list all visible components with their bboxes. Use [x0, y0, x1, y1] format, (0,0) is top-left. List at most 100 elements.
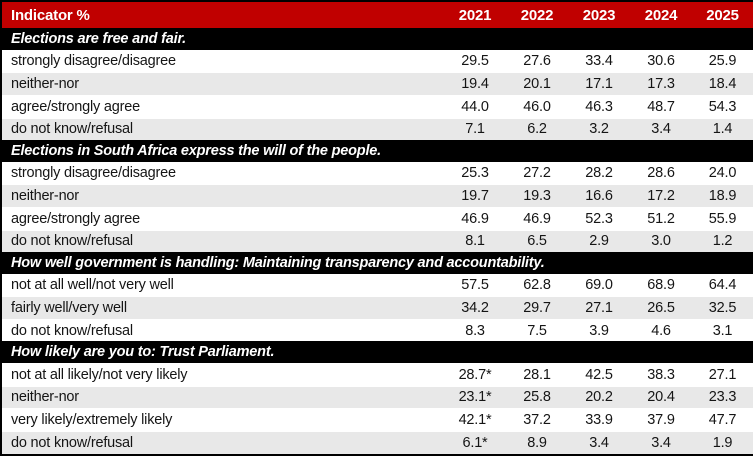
value-cell: 33.9 — [568, 408, 630, 432]
value-cell: 8.3 — [444, 318, 506, 342]
value-cell: 29.5 — [444, 49, 506, 73]
row-label: neither-nor — [1, 385, 444, 409]
table-row: not at all likely/not very likely 28.7* 28… — [1, 362, 753, 387]
value-cell: 8.9 — [506, 431, 568, 455]
value-cell: 37.9 — [630, 408, 692, 432]
row-label: do not know/refusal — [1, 431, 444, 455]
row-label: do not know/refusal — [1, 229, 444, 253]
row-label: very likely/extremely likely — [1, 408, 444, 432]
value-cell: 30.6 — [630, 49, 692, 73]
year-header-cell: 2024 — [630, 1, 692, 28]
value-cell: 18.4 — [692, 72, 753, 96]
row-label: not at all likely/not very likely — [1, 362, 444, 387]
value-cell: 3.4 — [568, 431, 630, 455]
value-cell: 20.1 — [506, 72, 568, 96]
table-row: neither-nor 19.4 20.1 17.1 17.3 18.4 — [1, 72, 753, 96]
value-cell: 42.5 — [568, 362, 630, 387]
value-cell: 54.3 — [692, 94, 753, 119]
value-cell: 55.9 — [692, 206, 753, 231]
section-header-row: Elections are free and fair. — [1, 28, 753, 51]
value-cell: 1.2 — [692, 229, 753, 253]
value-cell: 25.9 — [692, 49, 753, 73]
section-title: Elections are free and fair. — [1, 28, 753, 51]
row-label: do not know/refusal — [1, 318, 444, 342]
value-cell: 68.9 — [630, 273, 692, 297]
value-cell: 26.5 — [630, 296, 692, 320]
value-cell: 3.0 — [630, 229, 692, 253]
year-header-cell: 2021 — [444, 1, 506, 28]
value-cell: 1.4 — [692, 117, 753, 141]
row-label: fairly well/very well — [1, 296, 444, 320]
value-cell: 6.5 — [506, 229, 568, 253]
value-cell: 69.0 — [568, 273, 630, 297]
value-cell: 3.1 — [692, 318, 753, 342]
value-cell: 4.6 — [630, 318, 692, 342]
value-cell: 46.9 — [506, 206, 568, 231]
value-cell: 20.2 — [568, 385, 630, 409]
value-cell: 62.8 — [506, 273, 568, 297]
value-cell: 28.1 — [506, 362, 568, 387]
value-cell: 32.5 — [692, 296, 753, 320]
value-cell: 7.1 — [444, 117, 506, 141]
table-header-row: Indicator % 2021 2022 2023 2024 2025 — [1, 1, 753, 28]
section-header-row: How well government is handling: Maintai… — [1, 252, 753, 275]
value-cell: 20.4 — [630, 385, 692, 409]
table-row: not at all well/not very well 57.5 62.8 69.… — [1, 273, 753, 297]
value-cell: 19.3 — [506, 184, 568, 208]
value-cell: 64.4 — [692, 273, 753, 297]
year-header-cell: 2025 — [692, 1, 753, 28]
row-label: agree/strongly agree — [1, 94, 444, 119]
value-cell: 28.7* — [444, 362, 506, 387]
value-cell: 8.1 — [444, 229, 506, 253]
value-cell: 44.0 — [444, 94, 506, 119]
row-label: not at all well/not very well — [1, 273, 444, 297]
value-cell: 17.3 — [630, 72, 692, 96]
table-row: do not know/refusal 8.1 6.5 2.9 3.0 1.2 — [1, 229, 753, 253]
section-header-row: How likely are you to: Trust Parliament. — [1, 341, 753, 364]
value-cell: 27.1 — [692, 362, 753, 387]
row-label: neither-nor — [1, 184, 444, 208]
value-cell: 51.2 — [630, 206, 692, 231]
value-cell: 52.3 — [568, 206, 630, 231]
table-row: strongly disagree/disagree 25.3 27.2 28.2 28… — [1, 161, 753, 185]
value-cell: 28.2 — [568, 161, 630, 185]
value-cell: 25.3 — [444, 161, 506, 185]
value-cell: 25.8 — [506, 385, 568, 409]
section-title: Elections in South Africa express the wi… — [1, 140, 753, 163]
value-cell: 47.7 — [692, 408, 753, 432]
value-cell: 48.7 — [630, 94, 692, 119]
value-cell: 29.7 — [506, 296, 568, 320]
value-cell: 3.4 — [630, 117, 692, 141]
row-label: agree/strongly agree — [1, 206, 444, 231]
value-cell: 23.3 — [692, 385, 753, 409]
year-header-cell: 2022 — [506, 1, 568, 28]
value-cell: 23.1* — [444, 385, 506, 409]
table-row: fairly well/very well 34.2 29.7 27.1 26.5 32.… — [1, 296, 753, 320]
indicator-header-cell: Indicator % — [1, 1, 444, 28]
value-cell: 2.9 — [568, 229, 630, 253]
value-cell: 6.1* — [444, 431, 506, 455]
value-cell: 17.2 — [630, 184, 692, 208]
value-cell: 37.2 — [506, 408, 568, 432]
value-cell: 27.2 — [506, 161, 568, 185]
table-row: strongly disagree/disagree 29.5 27.6 33.4 30… — [1, 49, 753, 73]
value-cell: 18.9 — [692, 184, 753, 208]
row-label: strongly disagree/disagree — [1, 49, 444, 73]
value-cell: 42.1* — [444, 408, 506, 432]
value-cell: 16.6 — [568, 184, 630, 208]
value-cell: 27.1 — [568, 296, 630, 320]
value-cell: 3.2 — [568, 117, 630, 141]
section-header-row: Elections in South Africa express the wi… — [1, 140, 753, 163]
value-cell: 19.7 — [444, 184, 506, 208]
value-cell: 57.5 — [444, 273, 506, 297]
value-cell: 3.9 — [568, 318, 630, 342]
value-cell: 6.2 — [506, 117, 568, 141]
row-label: neither-nor — [1, 72, 444, 96]
value-cell: 17.1 — [568, 72, 630, 96]
value-cell: 7.5 — [506, 318, 568, 342]
value-cell: 46.3 — [568, 94, 630, 119]
value-cell: 46.0 — [506, 94, 568, 119]
value-cell: 28.6 — [630, 161, 692, 185]
value-cell: 24.0 — [692, 161, 753, 185]
